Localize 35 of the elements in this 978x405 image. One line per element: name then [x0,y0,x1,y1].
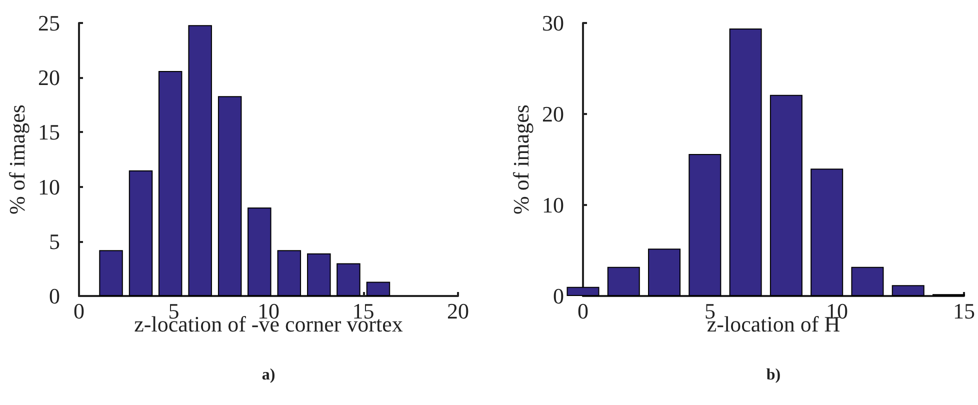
text: b) [766,366,781,384]
bar [128,170,153,296]
y-tick-label: 20 [542,102,564,126]
bar [336,263,360,296]
bar [729,28,762,296]
y-tick-label: 20 [38,65,60,90]
text: a) [262,366,276,384]
bar [892,285,924,296]
bar [218,96,242,296]
y-tick-label: 25 [38,10,60,36]
bar [99,250,123,296]
x-tick-label: 0 [74,298,84,324]
bar [566,286,600,296]
bar [810,168,844,296]
y-tick-label: 5 [49,228,60,254]
y-tick-label: 10 [38,174,60,200]
bar [158,71,182,296]
y-axis-title: % of images [508,104,534,214]
bar [248,208,272,296]
bar [770,94,802,296]
x-tick-label: 0 [578,298,588,324]
x-tick-label: 15 [953,298,975,324]
y-tick-label: 10 [542,192,564,218]
y-tick-label: 15 [38,120,60,145]
bar [607,266,640,296]
bar [307,253,331,296]
bar [648,248,681,296]
y-tick-label: 30 [542,10,564,36]
bar [688,154,722,296]
y-axis-title: % of images [4,104,30,214]
bar [366,282,390,296]
bar [277,250,302,296]
bar [188,25,212,296]
x-tick-label: 20 [447,298,469,324]
bar [851,266,884,296]
